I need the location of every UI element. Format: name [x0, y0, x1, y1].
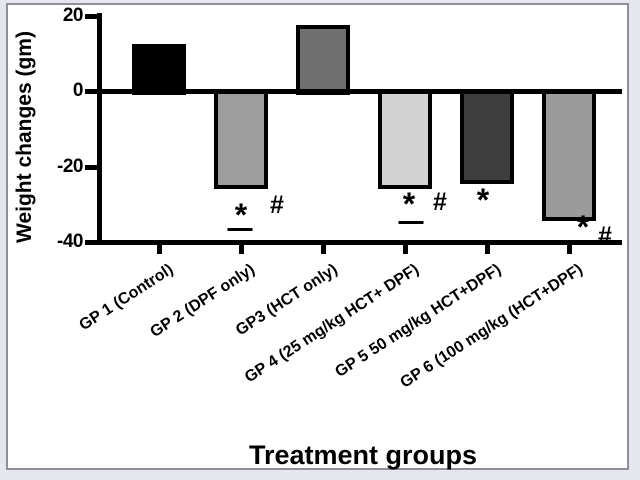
bar-gp1 [132, 43, 186, 95]
x-tick [485, 244, 490, 254]
significance-hash-gp6: # [598, 222, 612, 250]
star-underline-gp4 [398, 221, 424, 224]
bar-gp6 [542, 89, 596, 222]
bar-gp5 [460, 89, 514, 184]
significance-hash-gp2: # [270, 191, 284, 219]
y-tick [85, 164, 99, 170]
y-tick-label: 20 [62, 4, 84, 26]
y-tick [85, 13, 99, 19]
y-tick-label: -20 [57, 155, 83, 177]
bar-gp4 [378, 89, 432, 190]
significance-star-gp6: * [576, 209, 590, 245]
star-underline-gp2 [227, 228, 253, 231]
x-tick [157, 244, 162, 254]
y-tick [85, 240, 99, 245]
zero-line [96, 89, 622, 94]
significance-star-gp4: * [402, 186, 416, 222]
y-axis-line [97, 13, 102, 245]
x-axis-title: Treatment groups [248, 440, 478, 470]
x-tick [321, 244, 326, 254]
bar-gp3 [296, 24, 350, 95]
significance-hash-gp4: # [433, 188, 447, 216]
significance-star-gp2: * [234, 197, 248, 233]
significance-star-gp5: * [476, 182, 490, 218]
x-tick [403, 244, 408, 254]
y-tick [85, 89, 99, 94]
bar-gp2 [214, 89, 268, 190]
y-axis-title: Weight changes (gm) [13, 31, 36, 243]
y-tick-label: 0 [72, 80, 84, 101]
x-axis-line [96, 240, 622, 245]
x-tick [567, 244, 572, 254]
y-tick-label: -40 [57, 231, 83, 252]
x-tick [239, 244, 244, 254]
